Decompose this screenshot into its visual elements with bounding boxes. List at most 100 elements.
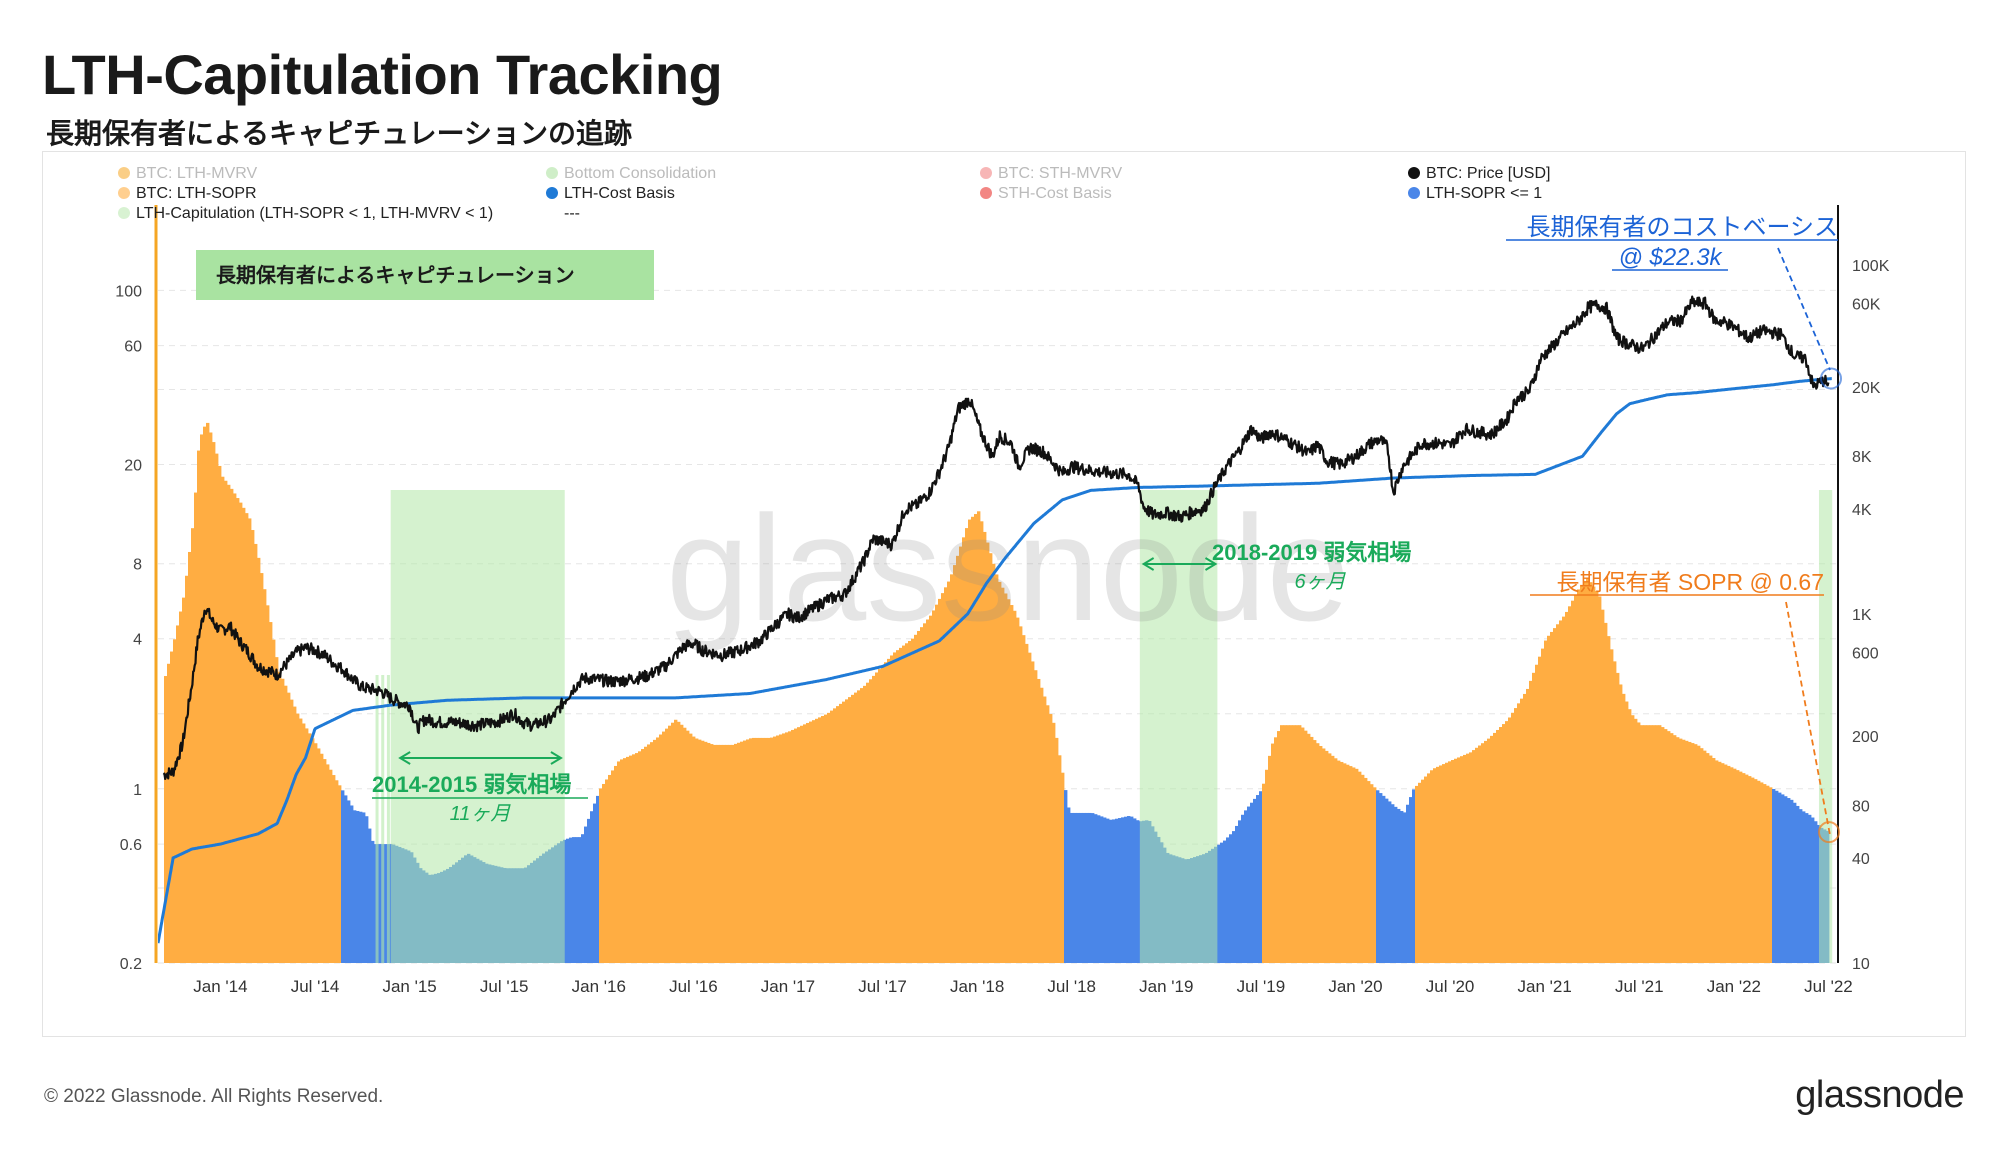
sopr-bar [1571, 600, 1575, 963]
sopr-bar [1238, 820, 1242, 963]
sopr-bar [383, 844, 387, 963]
sopr-bar [932, 610, 936, 963]
right-tick-label: 60K [1852, 296, 1881, 313]
sopr-bar [1670, 733, 1674, 963]
sopr-bar [821, 716, 825, 963]
x-tick-label: Jan '18 [950, 977, 1004, 996]
sopr-bar [1400, 811, 1404, 963]
x-tick-label: Jan '16 [572, 977, 626, 996]
sopr-bar [1475, 747, 1479, 963]
sopr-bar [1421, 779, 1425, 963]
right-tick-label: 8K [1852, 449, 1872, 466]
sopr-bar [905, 643, 909, 963]
sopr-bar [1277, 731, 1281, 963]
sopr-bar [1427, 773, 1431, 963]
sopr-bar [1715, 760, 1719, 963]
sopr-bar [878, 669, 882, 963]
sopr-bar [833, 708, 837, 963]
sopr-bar [1136, 820, 1140, 963]
sopr-bar [1781, 794, 1785, 963]
sopr-bar [1649, 725, 1653, 963]
sopr-bar [1355, 768, 1359, 963]
sopr-bar [1457, 757, 1461, 963]
sopr-bar [869, 679, 873, 963]
cost-basis-title: 長期保有者のコストベーシス [1526, 214, 1838, 241]
sopr-bar [1745, 774, 1749, 963]
legend-swatch [546, 187, 558, 199]
sopr-bar [194, 492, 198, 963]
sopr-bar [368, 828, 372, 963]
x-tick-label: Jan '20 [1328, 977, 1382, 996]
sopr-bar [584, 826, 588, 963]
sopr-bar [626, 756, 630, 963]
sopr-bar [692, 736, 696, 963]
sopr-bar [752, 737, 756, 963]
sopr-bar [1643, 725, 1647, 963]
sopr-bar [1049, 714, 1053, 963]
sopr-bar [1004, 593, 1008, 963]
sopr-bar [365, 816, 369, 963]
sopr-bar [1754, 779, 1758, 963]
sopr-bar [860, 688, 864, 963]
sopr-bar [1034, 670, 1038, 963]
sopr-bar [1556, 624, 1560, 963]
sopr-bar [1019, 626, 1023, 963]
sopr-bar [1298, 725, 1302, 963]
sopr-bar [710, 744, 714, 963]
sopr-bar [1790, 799, 1794, 963]
sopr-bar [1349, 766, 1353, 963]
sopr-bar [1319, 746, 1323, 963]
sopr-bar [671, 722, 675, 963]
sopr-bar [1529, 680, 1533, 963]
sopr-bar [323, 759, 327, 963]
sopr-bar [311, 738, 315, 963]
sopr-bar [1085, 812, 1089, 963]
sopr-bar [1346, 764, 1350, 963]
sopr-bar [1517, 703, 1521, 963]
sopr-bar [1535, 664, 1539, 963]
legend-label: STH-Cost Basis [998, 185, 1112, 202]
sopr-bar [701, 740, 705, 963]
sopr-bar [890, 655, 894, 963]
right-tick-label: 80 [1852, 798, 1870, 815]
sopr-bar [1244, 810, 1248, 963]
sopr-bar [1544, 640, 1548, 963]
x-tick-label: Jan '19 [1139, 977, 1193, 996]
sopr-bar [1337, 760, 1341, 963]
sopr-bar [872, 675, 876, 963]
sopr-bar [263, 589, 267, 963]
capitulation-band [386, 675, 390, 963]
sopr-bar [836, 706, 840, 963]
sopr-bar [995, 574, 999, 963]
lth-cost-basis-line [158, 377, 1832, 944]
sopr-bar [1373, 787, 1377, 963]
sopr-bar [1283, 725, 1287, 963]
sopr-bar [638, 751, 642, 963]
sopr-bar [290, 699, 294, 963]
sopr-bar [572, 837, 576, 963]
sopr-bar [1772, 788, 1776, 963]
x-tick-label: Jul '15 [480, 977, 529, 996]
sopr-bar [1388, 801, 1392, 963]
bear2018-title: 2018-2019 弱気相場 [1212, 540, 1411, 565]
sopr-bar [929, 615, 933, 963]
sopr-bar [1463, 754, 1467, 963]
sopr-bar [1226, 837, 1230, 963]
sopr-bar [1223, 840, 1227, 963]
sopr-bar [206, 422, 210, 963]
sopr-bar [1778, 792, 1782, 963]
sopr-bar [1112, 819, 1116, 963]
sopr-bar [1052, 722, 1056, 963]
sopr-bar [1028, 652, 1032, 963]
sopr-bar [1361, 774, 1365, 963]
bear2014-duration: 11ヶ月 [450, 803, 512, 825]
sopr-bar [227, 484, 231, 963]
sopr-bar [1043, 696, 1047, 963]
sopr-bar [998, 581, 1002, 963]
sopr-bar [1433, 768, 1437, 963]
sopr-bar [377, 844, 381, 963]
sopr-bar [1106, 818, 1110, 963]
legend-label: LTH-Capitulation (LTH-SOPR < 1, LTH-MVRV… [136, 205, 493, 222]
chart-axes: 100 60 20 8 4 1 0.6 0.2 100K 60K 20K 8K 4K 1K 600 200 80… [115, 205, 1890, 996]
capitulation-label-box [196, 250, 654, 300]
